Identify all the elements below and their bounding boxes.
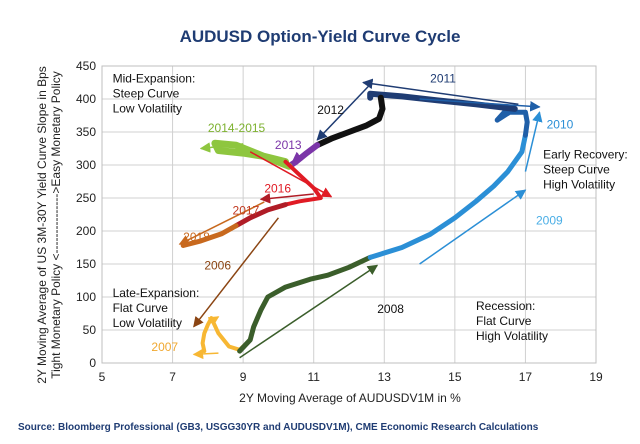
trend-arrow: [419, 189, 527, 265]
y-tick-label: 400: [76, 92, 96, 106]
annotation-text: High Volatility: [543, 177, 615, 191]
trend-arrow: [362, 78, 519, 106]
annotation-text: Low Volatility: [113, 316, 182, 330]
year-label: 2011: [430, 72, 456, 86]
annotation-text: Flat Curve: [476, 314, 532, 328]
series-line-2012: [314, 94, 386, 149]
trend-arrow: [192, 348, 219, 360]
x-tick-label: 7: [169, 370, 176, 384]
year-label: 2017: [233, 204, 260, 218]
trend-arrow: [259, 193, 314, 204]
axes: 0 50 100 150 200 250 300 350 400 450 5 7 9 11 13 15 17 19: [76, 59, 603, 384]
grid: [101, 65, 597, 364]
series-line-2017: [233, 202, 288, 229]
trend-arrow: [291, 147, 311, 163]
series-line-2018: [180, 223, 239, 248]
year-label: 2016: [264, 182, 291, 196]
series-line-2008: [237, 254, 373, 354]
annotation-text: Flat Curve: [113, 301, 169, 315]
annotation-text: Late-Expansion:: [113, 286, 200, 300]
y-tick-label: 150: [76, 257, 96, 271]
y-tick-label: 0: [89, 356, 96, 370]
annotation-text: Recession:: [476, 299, 535, 313]
annotation-text: Early Recovery:: [543, 147, 628, 161]
year-label: 2008: [377, 302, 404, 316]
series-line-2010: [494, 106, 530, 138]
y-tick-label: 300: [76, 158, 96, 172]
annotation-text: High Volatility: [476, 329, 548, 343]
trend-arrow: [419, 98, 541, 112]
trend-arrow: [316, 83, 371, 141]
x-tick-label: 9: [240, 370, 247, 384]
trend-arrow: [199, 142, 244, 153]
trend-arrow: [178, 201, 265, 245]
year-label: 2010: [547, 118, 574, 132]
y-tick-label: 450: [76, 59, 96, 73]
x-axis-label: 2Y Moving Average of AUDUSDV1M in %: [239, 391, 461, 405]
chart-title: AUDUSD Option-Yield Curve Cycle: [180, 27, 461, 46]
x-tick-label: 11: [307, 370, 320, 384]
annotation-text: Steep Curve: [113, 87, 180, 101]
y-axis-label-line1: 2Y Moving Average of US 3M-30Y Yield Cur…: [35, 66, 49, 384]
year-label: 2009: [536, 213, 563, 227]
annotation-text: Mid-Expansion:: [113, 72, 196, 86]
x-tick-label: 19: [589, 370, 603, 384]
x-tick-label: 15: [448, 370, 462, 384]
x-tick-label: 5: [99, 370, 106, 384]
year-label: 2006: [204, 258, 231, 272]
annotation-text: Low Volatility: [113, 102, 182, 116]
year-labels-group: 2007 2008 2009 2010 2011 2012 2013 2014-2015 201…: [151, 72, 573, 355]
source-note: Source: Bloomberg Professional (GB3, USG…: [18, 422, 539, 433]
plot-frame: [101, 65, 597, 364]
trend-arrow: [524, 111, 543, 172]
arrows-group: [178, 78, 543, 360]
year-label: 2014-2015: [208, 121, 266, 135]
y-tick-label: 50: [83, 323, 97, 337]
trend-arrow: [193, 217, 280, 328]
y-tick-label: 200: [76, 224, 96, 238]
year-label: 2013: [275, 138, 302, 152]
x-tick-label: 13: [378, 370, 392, 384]
year-label: 2012: [317, 103, 344, 117]
series-line-2016: [283, 159, 323, 207]
y-tick-label: 350: [76, 125, 96, 139]
trend-arrow: [249, 151, 333, 198]
year-label: 2018: [183, 230, 210, 244]
trend-arrow: [239, 264, 379, 359]
year-label: 2007: [151, 340, 178, 354]
series-line-2009: [367, 132, 528, 260]
y-tick-label: 100: [76, 290, 96, 304]
y-tick-label: 250: [76, 191, 96, 205]
x-tick-label: 17: [519, 370, 533, 384]
y-axis-label-line2: Tight Monetary Policy <--------------->E…: [49, 71, 63, 379]
trend-arrow: [207, 316, 220, 327]
annotation-text: Steep Curve: [543, 162, 610, 176]
series-line-2011: [367, 90, 518, 112]
